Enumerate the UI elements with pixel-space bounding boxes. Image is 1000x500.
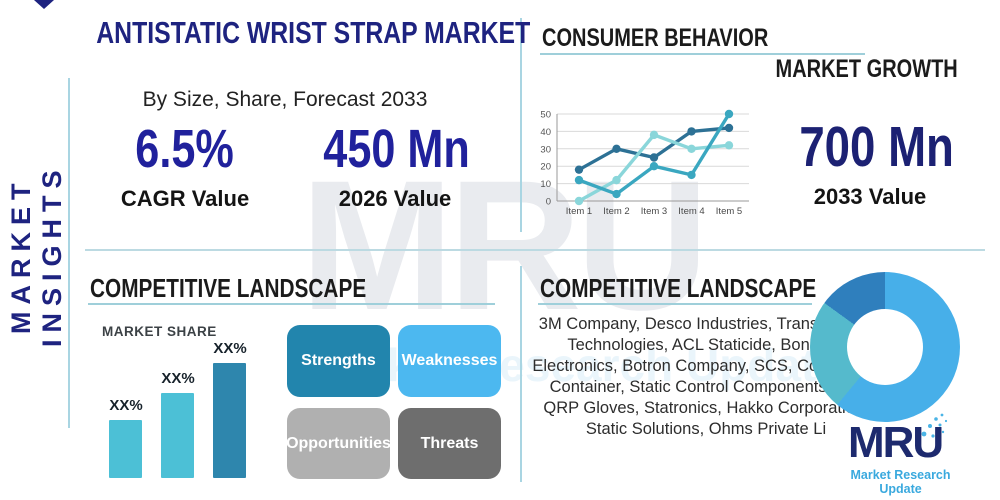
competitive-landscape-left-text: COMPETITIVE LANDSCAPE: [90, 273, 367, 303]
market-share-title: MARKET SHARE: [102, 324, 217, 339]
cagr-value: 6.5%: [135, 119, 235, 179]
svg-text:40: 40: [540, 127, 551, 138]
swot-threats-box: Threats: [398, 408, 501, 479]
svg-text:Item 3: Item 3: [641, 206, 667, 217]
svg-text:30: 30: [540, 144, 551, 155]
swot-strengths-label: Strengths: [301, 352, 376, 369]
market-share-donut-chart: [810, 272, 960, 422]
mru-tagline: Market Research Update: [850, 468, 951, 496]
market-share-bar-chart: XX% XX% XX%: [100, 336, 270, 480]
watermark-tagline: Market Research Update: [305, 339, 842, 391]
value-2026: 450 Mn: [323, 119, 470, 179]
vertical-divider-bottom: [520, 266, 522, 482]
label-2033: 2033 Value: [813, 184, 927, 209]
cagr-label: CAGR Value: [120, 186, 250, 211]
stat-2026: 450 Mn 2026 Value: [305, 120, 485, 212]
market-share-bar-label: XX%: [213, 340, 247, 357]
svg-text:Item 2: Item 2: [603, 206, 629, 217]
swot-strengths-box: Strengths: [287, 325, 390, 397]
swot-weaknesses-label: Weaknesses: [401, 352, 498, 369]
competitive-landscape-right-underline: [538, 303, 812, 305]
stat-2033: 700 Mn 2033 Value: [780, 118, 960, 210]
vertical-divider-top: [520, 18, 522, 232]
market-share-bar-label: XX%: [109, 397, 143, 414]
svg-text:Item 4: Item 4: [678, 206, 704, 217]
svg-text:10: 10: [540, 179, 551, 190]
page-title-text: ANTISTATIC WRIST STRAP MARKET: [96, 15, 531, 50]
sidebar-market-insights: MARKET INSIGHTS: [6, 163, 67, 347]
svg-text:20: 20: [540, 162, 551, 173]
consumer-behavior-text: CONSUMER BEHAVIOR: [542, 24, 769, 52]
market-share-bar: [213, 363, 246, 478]
market-growth-line-chart: 0 10 20 30 40 50 Item 1 Item 2 Item 3 Item 4 Item …: [540, 110, 749, 217]
market-share-bar: [109, 420, 142, 478]
competitive-landscape-left-underline: [88, 303, 495, 305]
stat-cagr: 6.5% CAGR Value: [95, 120, 275, 212]
market-growth-text: MARKET GROWTH: [775, 55, 958, 83]
consumer-behavior-underline: [540, 53, 865, 55]
horizontal-divider: [85, 249, 985, 251]
label-2026: 2026 Value: [338, 186, 452, 211]
swot-weaknesses-box: Weaknesses: [398, 325, 501, 397]
section-market-growth: MARKET GROWTH: [700, 55, 958, 84]
mru-logo: MRU: [848, 418, 944, 467]
section-competitive-landscape-right: COMPETITIVE LANDSCAPE: [540, 273, 885, 304]
svg-text:50: 50: [540, 110, 551, 121]
svg-text:Item 5: Item 5: [716, 206, 742, 217]
svg-text:Item 1: Item 1: [566, 206, 592, 217]
section-consumer-behavior: CONSUMER BEHAVIOR: [542, 24, 825, 53]
value-2033: 700 Mn: [799, 115, 954, 179]
market-share-bar: [161, 393, 194, 478]
page-title: ANTISTATIC WRIST STRAP MARKET: [42, 15, 530, 51]
swot-opportunities-label: Opportunities: [286, 434, 391, 452]
swot-opportunities-box: Opportunities: [286, 408, 391, 479]
market-share-bar-label: XX%: [161, 370, 195, 387]
section-competitive-landscape-left: COMPETITIVE LANDSCAPE: [90, 273, 435, 304]
subtitle: By Size, Share, Forecast 2033: [142, 88, 428, 111]
company-list: 3M Company, Desco Industries, Transformi…: [532, 315, 880, 438]
swot-threats-label: Threats: [420, 434, 479, 452]
svg-text:0: 0: [546, 197, 551, 208]
corner-triangle-decoration: [34, 0, 54, 9]
sparkle-icon: [921, 413, 948, 438]
competitive-landscape-right-text: COMPETITIVE LANDSCAPE: [540, 273, 817, 303]
sidebar-divider-line: [68, 78, 70, 428]
